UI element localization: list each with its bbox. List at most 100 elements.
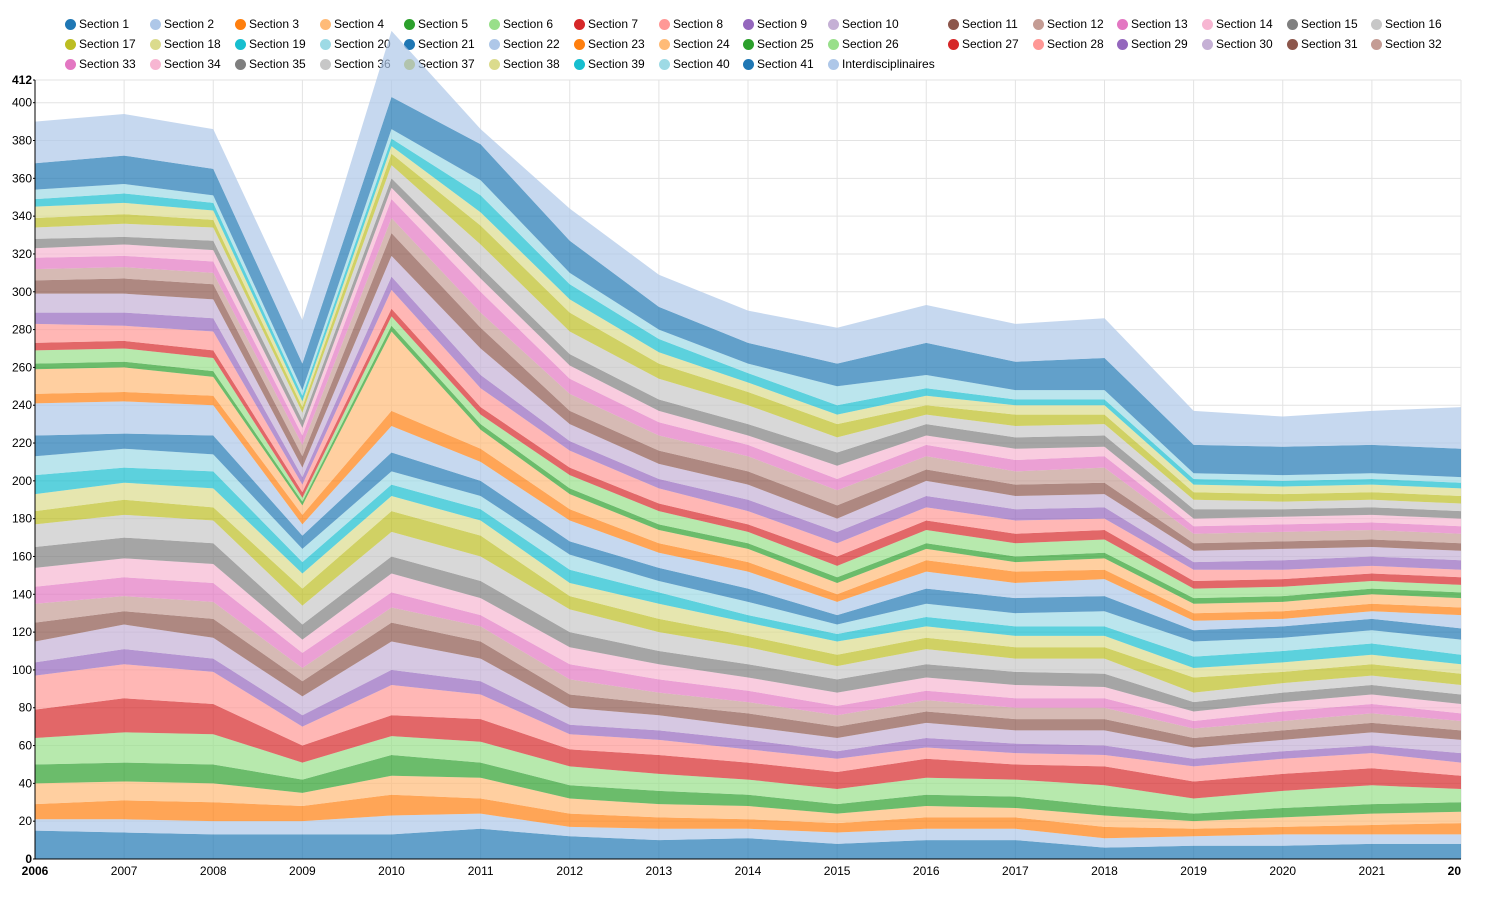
- legend-swatch: [1117, 38, 1128, 50]
- legend-label: Section 4: [334, 17, 385, 31]
- legend-swatch: [743, 58, 754, 70]
- legend-item[interactable]: Section 10: [828, 16, 899, 32]
- y-tick-label: 100: [12, 663, 32, 677]
- legend-item[interactable]: Section 5: [404, 16, 468, 32]
- y-tick-label: 60: [19, 739, 33, 753]
- legend-label: Section 31: [1301, 37, 1358, 51]
- legend-item[interactable]: Section 4: [320, 16, 384, 32]
- legend-label: Section 1: [79, 17, 130, 31]
- legend-item[interactable]: Section 17: [65, 36, 136, 52]
- legend-item[interactable]: Section 41: [743, 56, 814, 72]
- legend-item[interactable]: Section 29: [1117, 36, 1188, 52]
- legend-label: Section 21: [418, 37, 475, 51]
- area-series-25: [35, 325, 1461, 604]
- legend-label: Section 8: [673, 17, 724, 31]
- legend-item[interactable]: Section 33: [65, 56, 136, 72]
- legend-item[interactable]: Section 19: [235, 36, 306, 52]
- legend-item[interactable]: Section 16: [1371, 16, 1442, 32]
- area-series-26: [35, 316, 1461, 599]
- legend-item[interactable]: Section 25: [743, 36, 814, 52]
- legend-item[interactable]: Section 32: [1371, 36, 1442, 52]
- legend-item[interactable]: Section 11: [948, 16, 1018, 32]
- legend-label: Section 39: [588, 57, 645, 71]
- legend-label: Section 37: [418, 57, 475, 71]
- legend-label: Section 7: [588, 17, 639, 31]
- legend-item[interactable]: Section 20: [320, 36, 391, 52]
- legend-label: Section 35: [249, 57, 306, 71]
- x-tick-label: 2014: [735, 864, 762, 878]
- legend-item[interactable]: Section 39: [574, 56, 645, 72]
- area-series-14: [35, 558, 1461, 721]
- x-tick-label: 2017: [1002, 864, 1029, 878]
- legend-item[interactable]: Section 23: [574, 36, 645, 52]
- x-tick-label: 2015: [824, 864, 851, 878]
- legend-item[interactable]: Section 3: [235, 16, 299, 32]
- legend-item[interactable]: Section 7: [574, 16, 638, 32]
- legend-item[interactable]: Section 15: [1287, 16, 1358, 32]
- x-tick-label: 2020: [1269, 864, 1296, 878]
- legend-item[interactable]: Section 21: [404, 36, 475, 52]
- area-series-9: [35, 649, 1461, 767]
- legend-item[interactable]: Section 38: [489, 56, 560, 72]
- legend-item[interactable]: Section 26: [828, 36, 899, 52]
- y-tick-label: 160: [12, 549, 32, 563]
- legend-item[interactable]: Section 8: [659, 16, 723, 32]
- legend-label: Section 3: [249, 17, 300, 31]
- legend-item[interactable]: Section 18: [150, 36, 221, 52]
- legend-item[interactable]: Section 28: [1033, 36, 1104, 52]
- legend-item[interactable]: Section 36: [320, 56, 391, 72]
- legend-label: Section 38: [503, 57, 560, 71]
- legend-swatch: [828, 58, 839, 70]
- legend-label: Section 14: [1216, 17, 1273, 31]
- legend-swatch: [743, 18, 754, 30]
- area-series-12: [35, 596, 1461, 738]
- area-series-15: [35, 537, 1461, 712]
- legend-label: Section 19: [249, 37, 306, 51]
- legend-label: Section 27: [962, 37, 1019, 51]
- area-series-41: [35, 97, 1461, 478]
- legend-item[interactable]: Section 6: [489, 16, 553, 32]
- area-series-13: [35, 577, 1461, 729]
- legend-label: Section 15: [1301, 17, 1358, 31]
- legend-label: Section 24: [673, 37, 730, 51]
- legend-label: Section 41: [757, 57, 814, 71]
- area-series-37: [35, 153, 1461, 504]
- legend-swatch: [404, 38, 415, 50]
- area-series-8: [35, 664, 1461, 782]
- x-tick-label: 2018: [1091, 864, 1118, 878]
- area-series-17: [35, 499, 1461, 693]
- x-tick-label: 2006: [22, 864, 49, 878]
- legend-item[interactable]: Section 31: [1287, 36, 1358, 52]
- legend-swatch: [1287, 18, 1298, 30]
- legend-item[interactable]: Section 34: [150, 56, 221, 72]
- area-series-11: [35, 611, 1461, 748]
- legend-item[interactable]: Section 30: [1202, 36, 1273, 52]
- legend-item[interactable]: Section 35: [235, 56, 306, 72]
- y-tick-label: 140: [12, 587, 32, 601]
- legend-label: Section 32: [1385, 37, 1442, 51]
- legend-label: Section 34: [164, 57, 221, 71]
- area-series: [35, 30, 1461, 859]
- legend-item[interactable]: Section 12: [1033, 16, 1104, 32]
- legend-item[interactable]: Section 14: [1202, 16, 1273, 32]
- legend-item[interactable]: Section 9: [743, 16, 807, 32]
- legend-swatch: [404, 18, 415, 30]
- legend-item[interactable]: Section 24: [659, 36, 730, 52]
- area-series-5: [35, 755, 1461, 822]
- legend-swatch: [743, 38, 754, 50]
- legend-label: Section 23: [588, 37, 645, 51]
- area-series-3: [35, 794, 1461, 839]
- legend-label: Section 2: [164, 17, 215, 31]
- legend-item[interactable]: Section 1: [65, 16, 129, 32]
- legend-item[interactable]: Interdisciplinaires: [828, 56, 935, 72]
- legend-item[interactable]: Section 13: [1117, 16, 1188, 32]
- y-tick-label: 220: [12, 436, 32, 450]
- legend-item[interactable]: Section 22: [489, 36, 560, 52]
- legend-swatch: [659, 58, 670, 70]
- legend-item[interactable]: Section 2: [150, 16, 214, 32]
- legend-label: Section 12: [1047, 17, 1104, 31]
- legend-item[interactable]: Section 40: [659, 56, 730, 72]
- legend-item[interactable]: Section 27: [948, 36, 1019, 52]
- legend-swatch: [574, 38, 585, 50]
- legend-label: Section 10: [842, 17, 899, 31]
